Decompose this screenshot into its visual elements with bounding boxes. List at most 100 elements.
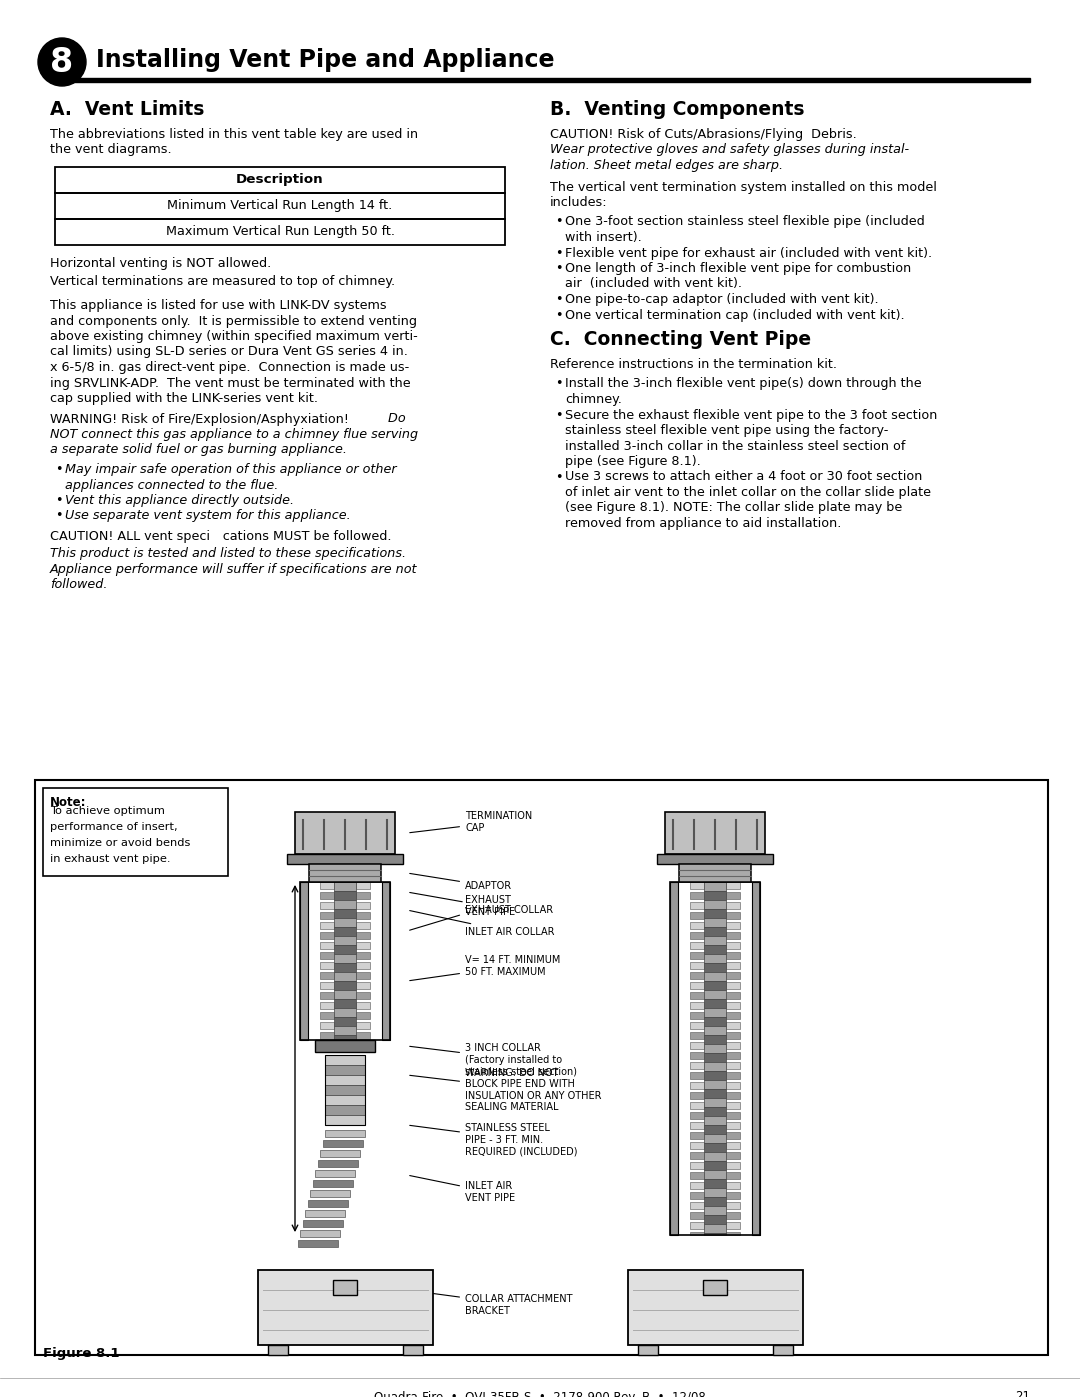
Text: 8: 8 xyxy=(51,46,73,78)
Bar xyxy=(704,1017,726,1025)
Text: Maximum Vertical Run Length 50 ft.: Maximum Vertical Run Length 50 ft. xyxy=(165,225,394,239)
Bar xyxy=(690,882,704,888)
Bar xyxy=(300,882,308,1039)
Bar xyxy=(704,990,726,999)
Bar xyxy=(690,982,704,989)
Bar xyxy=(300,1229,340,1236)
Text: WARNING: DO NOT
BLOCK PIPE END WITH
INSULATION OR ANY OTHER
SEALING MATERIAL: WARNING: DO NOT BLOCK PIPE END WITH INSU… xyxy=(409,1067,602,1112)
Bar xyxy=(690,1153,704,1160)
Bar xyxy=(305,1210,345,1217)
Bar xyxy=(690,1122,704,1129)
Bar xyxy=(726,1182,740,1189)
Bar xyxy=(257,1270,432,1345)
Bar xyxy=(726,1032,740,1039)
Bar xyxy=(356,992,370,999)
Bar xyxy=(704,1080,726,1090)
Text: •: • xyxy=(555,215,563,229)
Bar xyxy=(704,963,726,972)
Text: •: • xyxy=(55,510,63,522)
Bar xyxy=(356,932,370,939)
Text: x 6-5/8 in. gas direct-vent pipe.  Connection is made us-: x 6-5/8 in. gas direct-vent pipe. Connec… xyxy=(50,360,409,374)
Text: Appliance performance will suffer if specifications are not: Appliance performance will suffer if spe… xyxy=(50,563,418,576)
Text: This product is tested and listed to these specifications.: This product is tested and listed to the… xyxy=(50,548,406,560)
Bar xyxy=(356,912,370,919)
Text: air  (included with vent kit).: air (included with vent kit). xyxy=(565,278,742,291)
Bar xyxy=(704,944,726,954)
Bar xyxy=(726,1023,740,1030)
Text: EXHAUST
VENT PIPE: EXHAUST VENT PIPE xyxy=(409,895,515,930)
Bar xyxy=(726,902,740,909)
Bar xyxy=(323,1140,363,1147)
Text: installed 3-inch collar in the stainless steel section of: installed 3-inch collar in the stainless… xyxy=(565,440,905,453)
Bar xyxy=(704,1134,726,1143)
Bar xyxy=(334,981,356,990)
Text: One 3-foot section stainless steel flexible pipe (included: One 3-foot section stainless steel flexi… xyxy=(565,215,924,229)
Bar xyxy=(334,900,356,909)
Bar xyxy=(690,1192,704,1199)
Bar xyxy=(704,1206,726,1215)
Bar xyxy=(726,1011,740,1018)
Bar xyxy=(334,882,356,891)
Bar xyxy=(334,891,356,900)
Bar xyxy=(334,954,356,963)
Bar xyxy=(55,168,505,193)
Bar xyxy=(334,918,356,928)
Bar xyxy=(726,972,740,979)
Bar xyxy=(318,1160,357,1166)
Bar xyxy=(403,1345,422,1355)
Bar xyxy=(334,909,356,918)
Bar xyxy=(35,780,1048,1355)
Bar xyxy=(704,1106,726,1116)
Bar xyxy=(704,1153,726,1161)
Bar xyxy=(325,1085,365,1095)
Text: CAUTION! Risk of Cuts/Abrasions/Flying  Debris.: CAUTION! Risk of Cuts/Abrasions/Flying D… xyxy=(550,129,856,141)
Bar xyxy=(356,893,370,900)
Bar xyxy=(356,951,370,958)
Bar xyxy=(726,1102,740,1109)
Text: CAUTION! ALL vent speci cations MUST be followed.: CAUTION! ALL vent speci cations MUST be … xyxy=(50,529,391,543)
Bar xyxy=(703,1280,727,1295)
Text: a separate solid fuel or gas burning appliance.: a separate solid fuel or gas burning app… xyxy=(50,443,347,457)
Bar xyxy=(637,1345,658,1355)
Text: One pipe-to-cap adaptor (included with vent kit).: One pipe-to-cap adaptor (included with v… xyxy=(565,293,879,306)
Bar xyxy=(690,1062,704,1069)
Bar xyxy=(704,891,726,900)
Bar xyxy=(627,1270,802,1345)
Bar xyxy=(726,1122,740,1129)
Bar xyxy=(690,1032,704,1039)
Bar xyxy=(704,882,726,891)
Bar xyxy=(55,219,505,244)
Bar xyxy=(309,863,381,882)
Text: ADAPTOR: ADAPTOR xyxy=(409,873,512,891)
Bar xyxy=(690,951,704,958)
Bar xyxy=(704,1025,726,1035)
Bar xyxy=(704,1044,726,1053)
Bar xyxy=(320,1023,334,1030)
Bar xyxy=(690,972,704,979)
Bar xyxy=(726,1062,740,1069)
Bar xyxy=(334,1025,356,1035)
Bar xyxy=(670,882,678,1235)
Bar xyxy=(333,1280,357,1295)
Bar xyxy=(726,1213,740,1220)
Text: STAINLESS STEEL
PIPE - 3 FT. MIN.
REQUIRED (INCLUDED): STAINLESS STEEL PIPE - 3 FT. MIN. REQUIR… xyxy=(409,1123,578,1157)
Bar xyxy=(334,972,356,981)
Bar xyxy=(704,1197,726,1206)
Bar xyxy=(356,982,370,989)
Bar xyxy=(356,1002,370,1009)
Bar xyxy=(320,922,334,929)
Bar xyxy=(690,942,704,949)
Bar xyxy=(726,882,740,888)
Text: Wear protective gloves and safety glasses during instal-: Wear protective gloves and safety glasse… xyxy=(550,144,909,156)
Bar xyxy=(704,1224,726,1234)
Bar xyxy=(726,1192,740,1199)
Bar xyxy=(320,1002,334,1009)
Text: C.  Connecting Vent Pipe: C. Connecting Vent Pipe xyxy=(550,330,811,349)
Text: Install the 3-inch flexible vent pipe(s) down through the: Install the 3-inch flexible vent pipe(s)… xyxy=(565,377,921,391)
Text: in exhaust vent pipe.: in exhaust vent pipe. xyxy=(50,854,171,863)
Bar xyxy=(704,1187,726,1197)
Text: 3 INCH COLLAR
(Factory installed to
stainless steel section): 3 INCH COLLAR (Factory installed to stai… xyxy=(409,1044,577,1077)
Bar xyxy=(325,1130,365,1137)
Bar xyxy=(726,912,740,919)
Text: appliances connected to the flue.: appliances connected to the flue. xyxy=(65,479,279,492)
